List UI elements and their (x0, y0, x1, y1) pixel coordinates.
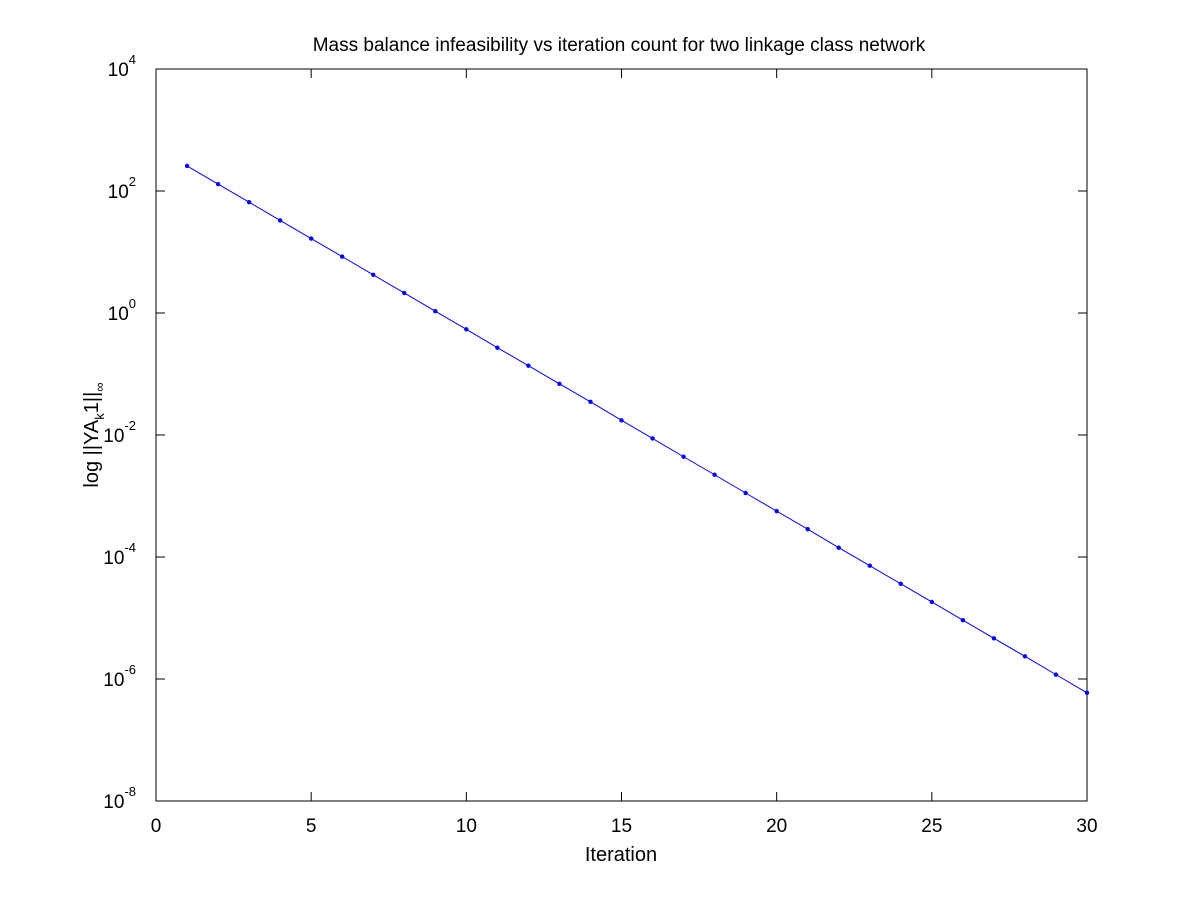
y-tick-label-exponent: -2 (124, 418, 136, 433)
data-point (402, 290, 407, 296)
data-point (308, 236, 314, 241)
y-tick-label-exponent: -4 (124, 540, 136, 555)
data-point (929, 599, 935, 605)
data-point (588, 399, 593, 405)
y-tick-label-exponent: -6 (124, 662, 136, 677)
plot-area-frame (155, 68, 1088, 802)
y-tick-label: 102 (108, 174, 136, 203)
y-tick-label: 10-2 (103, 418, 136, 447)
x-tick-label: 20 (766, 816, 787, 837)
data-point (526, 363, 531, 368)
data-point (433, 309, 438, 314)
x-tick-label: 5 (306, 816, 317, 837)
x-axis-label: Iteration (585, 844, 657, 866)
data-point (619, 418, 624, 423)
data-point (774, 508, 779, 514)
data-point (805, 526, 810, 532)
x-tick-label: 30 (1076, 816, 1097, 837)
y-axis-label-main: log ||YA (81, 419, 103, 487)
data-point (277, 218, 283, 223)
y-axis-label: log ||YAk1||∞ (81, 382, 107, 487)
x-tick-label: 0 (151, 816, 162, 837)
y-tick-label-base: 10 (103, 426, 124, 447)
y-tick-label-base: 10 (103, 548, 124, 569)
data-point (867, 563, 872, 568)
data-point (898, 581, 903, 587)
series-line (186, 165, 1088, 694)
x-tick-label: 10 (456, 816, 477, 837)
data-point (743, 490, 748, 496)
y-tick-label-base: 10 (103, 670, 124, 691)
data-point (1053, 672, 1059, 677)
data-point (557, 381, 562, 387)
x-tick-label: 25 (921, 816, 942, 837)
y-axis-label-sub-k: k (92, 413, 107, 420)
y-tick-label-base: 10 (108, 60, 129, 81)
y-axis-label-mid: 1|| (81, 392, 103, 414)
y-tick-label-exponent: 0 (129, 296, 136, 311)
x-axis-ticks: 0 5 10 15 20 25 30 (151, 69, 1098, 837)
data-point (246, 200, 252, 205)
series-layer (184, 163, 1090, 695)
data-point (681, 454, 686, 459)
y-axis-label-sub-inf: ∞ (92, 382, 107, 391)
data-point (960, 618, 966, 623)
data-point (1022, 654, 1028, 659)
data-point (650, 436, 655, 441)
y-tick-label: 104 (108, 52, 136, 81)
x-tick-label: 15 (611, 816, 632, 837)
y-tick-label: 10-6 (103, 662, 136, 691)
data-point (495, 345, 500, 350)
y-tick-label-base: 10 (108, 182, 129, 203)
data-point (340, 254, 345, 259)
data-point (184, 163, 190, 169)
data-point (1084, 690, 1090, 695)
y-tick-label: 100 (108, 296, 136, 325)
data-point (464, 327, 469, 332)
data-point (371, 272, 376, 278)
y-tick-label: 10-4 (103, 540, 136, 569)
data-point (836, 545, 841, 550)
data-point (215, 181, 221, 187)
y-tick-label-base: 10 (103, 792, 124, 813)
y-tick-label-base: 10 (108, 304, 129, 325)
data-point (991, 636, 997, 641)
y-tick-label: 10-8 (103, 784, 136, 813)
chart-title: Mass balance infeasibility vs iteration … (313, 35, 926, 56)
y-tick-label-exponent: 4 (129, 52, 136, 67)
y-tick-label-exponent: -8 (124, 784, 136, 799)
y-tick-label-exponent: 2 (129, 174, 136, 189)
data-point (712, 472, 717, 477)
